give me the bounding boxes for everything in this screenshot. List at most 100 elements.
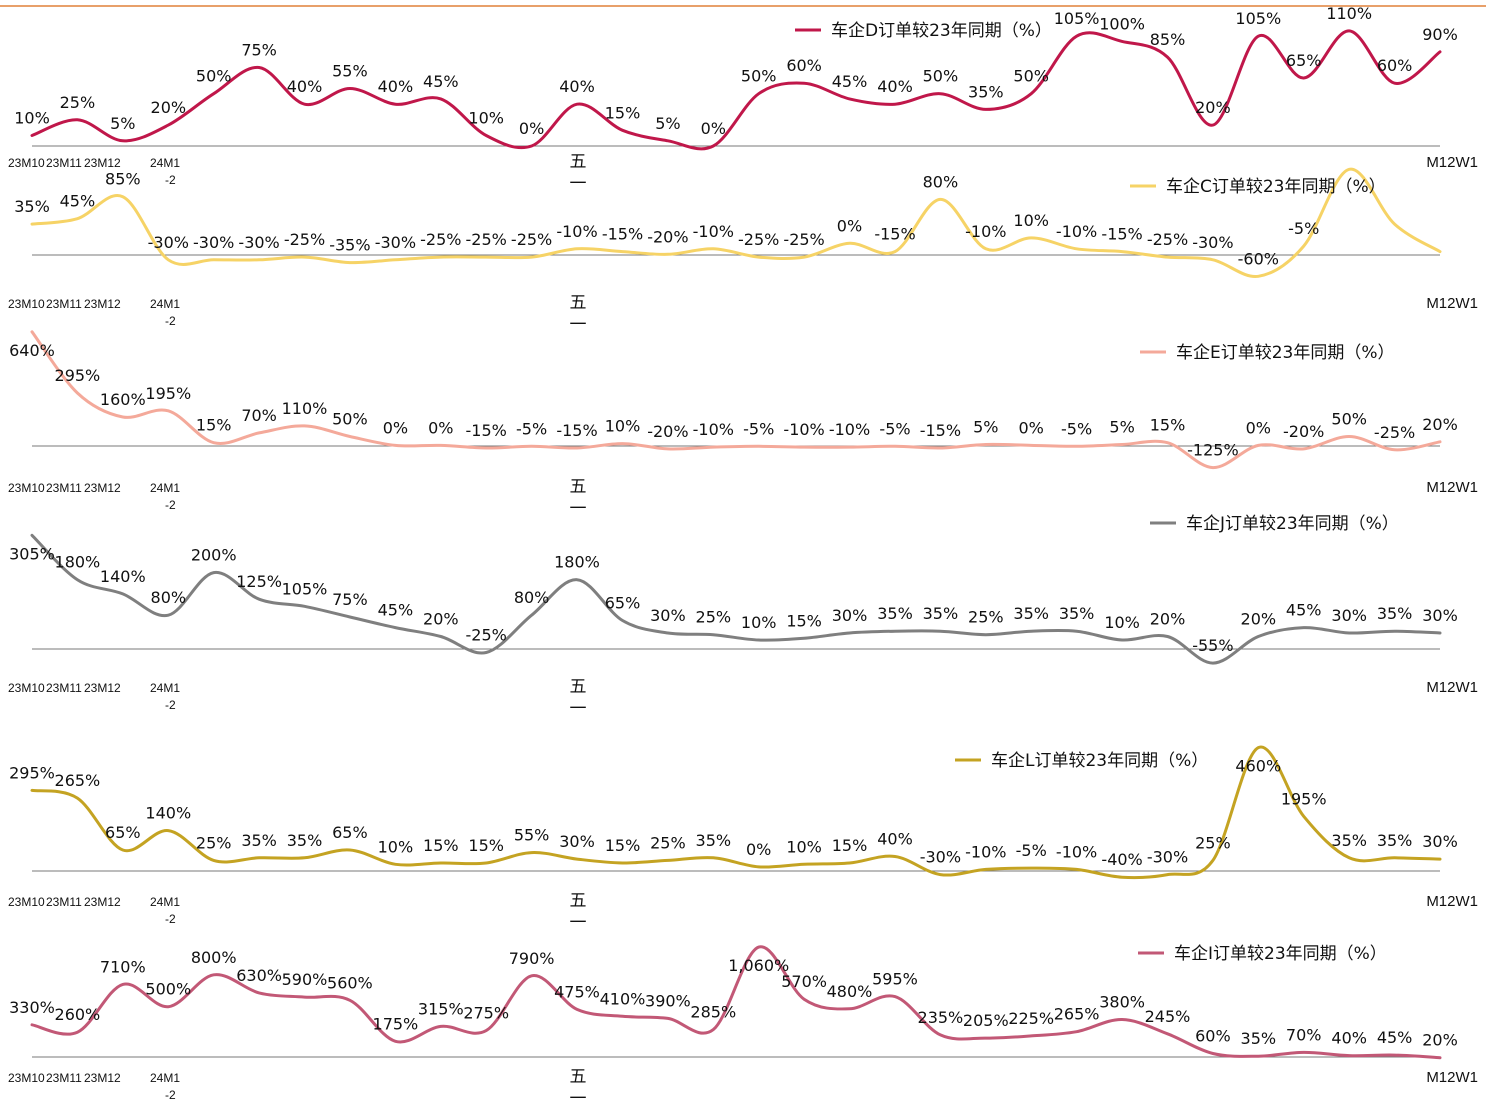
data-label: 15% [423,836,459,855]
data-label: -30% [238,233,279,252]
data-label: 40% [287,77,323,96]
tick-label: M12W1 [1426,295,1478,312]
data-label: 195% [145,384,191,403]
data-label: 315% [418,999,464,1018]
legend: 车企I订单较23年同期（%） [1138,944,1387,964]
data-label: 0% [383,418,408,437]
tick-label: 23M12 [84,1071,121,1085]
data-label: 15% [468,836,504,855]
data-label: -30% [148,233,189,252]
data-label: 20% [1422,1031,1458,1050]
data-label: 275% [463,1004,509,1023]
data-label: -5% [1016,841,1047,860]
data-label: 50% [1331,410,1367,429]
data-label: 110% [1326,4,1372,23]
data-label: 295% [9,763,55,782]
data-label: 500% [145,980,191,999]
data-label: 175% [373,1014,419,1033]
data-label: 15% [196,416,232,435]
tick-label: 五一 [570,477,587,519]
data-label: -10% [1056,222,1097,241]
data-label: 35% [287,831,323,850]
data-label: 15% [605,836,641,855]
data-label: 35% [1377,831,1413,850]
data-label: 25% [196,833,232,852]
data-label: 5% [1109,418,1134,437]
data-label: 45% [1286,601,1322,620]
data-label: 40% [559,77,595,96]
data-label: 35% [14,197,50,216]
data-label: 90% [1422,25,1458,44]
data-label: 40% [1331,1029,1367,1048]
data-label: -5% [1288,219,1319,238]
data-label: 70% [1286,1025,1322,1044]
data-label: -60% [1238,249,1279,268]
data-label: 20% [151,98,187,117]
data-label: 85% [105,170,141,189]
data-label: 460% [1235,757,1281,776]
data-label: 25% [60,93,96,112]
data-label: -25% [783,230,824,249]
data-label: 10% [786,837,822,856]
data-label: -25% [1147,230,1188,249]
data-label: 10% [378,837,414,856]
data-label: 110% [282,399,328,418]
data-label: -35% [329,236,370,255]
data-label: 45% [1377,1028,1413,1047]
data-label: 70% [241,406,277,425]
tick-label: 23M10 [8,681,45,695]
tick-label: 23M12 [84,481,121,495]
data-label: 20% [423,610,459,629]
data-label: 285% [690,1003,736,1022]
data-label: 0% [428,418,453,437]
data-label: 20% [1422,415,1458,434]
data-label: 65% [605,594,641,613]
series-line [30,167,1442,278]
data-label: -10% [965,842,1006,861]
data-label: -20% [1283,422,1324,441]
data-label: 30% [650,606,686,625]
data-label: 0% [1246,418,1271,437]
data-label: 295% [55,366,101,385]
tick-label: 五一 [570,293,587,335]
data-label: -25% [284,230,325,249]
tick-label: 24M1 -2 [150,895,180,926]
data-label: 330% [9,998,55,1017]
tick-label: 23M12 [84,297,121,311]
chart-panel-1: 10% 25% 5% 20% 50% 75% 40% 55% 40% 45% 10% 0% 40% 15%… [8,4,1478,194]
tick-label: 五一 [570,1067,587,1101]
legend-label: 车企C订单较23年同期（%） [1166,177,1386,197]
series-line [30,945,1442,1060]
data-label: -15% [556,421,597,440]
data-label: -5% [743,419,774,438]
data-label: 1,060% [728,956,789,975]
data-label: 35% [696,831,732,850]
data-label: 25% [650,833,686,852]
data-label: 30% [1331,606,1367,625]
data-label: -15% [920,421,961,440]
chart-panel-4: 305% 180%140%80%200%125% 105%75%45% 20%-25%… [8,514,1478,719]
data-label: 25% [968,608,1004,627]
data-label: -15% [874,225,915,244]
top-rule [0,5,1486,7]
data-label: 35% [1059,604,1095,623]
data-label: 20% [1195,98,1231,117]
data-label: 40% [877,77,913,96]
data-label: 475% [554,982,600,1001]
data-label: -5% [1061,419,1092,438]
data-label: 50% [196,67,232,86]
data-label: 65% [105,823,141,842]
legend-label: 车企E订单较23年同期（%） [1176,343,1395,363]
data-label: 45% [423,72,459,91]
data-label: 0% [701,119,726,138]
data-label: 55% [514,826,550,845]
data-label: 380% [1099,993,1145,1012]
data-label: 100% [1099,14,1145,33]
data-label: 10% [14,109,50,128]
data-label: 125% [236,572,282,591]
tick-label: 24M1 -2 [150,156,180,187]
data-label: 0% [1019,418,1044,437]
data-label: 80% [923,172,959,191]
data-label: 25% [1195,833,1231,852]
data-label: 480% [827,982,873,1001]
